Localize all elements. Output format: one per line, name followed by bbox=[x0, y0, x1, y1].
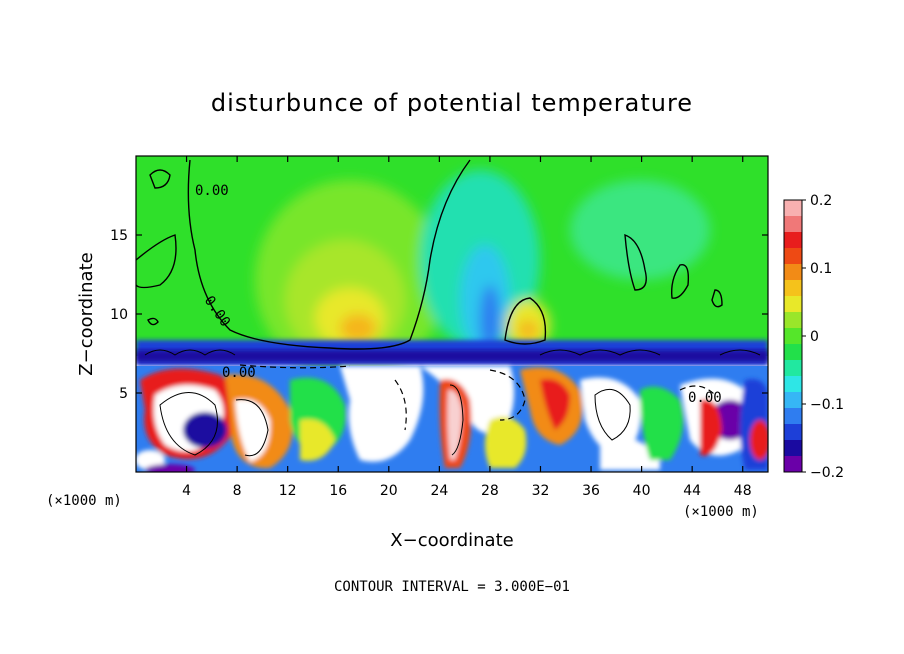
colorbar-swatch bbox=[784, 360, 802, 377]
x-tick-label: 4 bbox=[182, 483, 191, 499]
y-tick-label: 10 bbox=[110, 307, 128, 323]
x-tick-label: 16 bbox=[329, 483, 347, 499]
colorbar-swatch bbox=[784, 312, 802, 329]
contour-lines bbox=[136, 159, 723, 350]
y-axis-label: Z−coordinate bbox=[76, 252, 97, 375]
colorbar-swatch bbox=[784, 424, 802, 441]
colorbar-swatch bbox=[784, 200, 802, 217]
x-tick-label: 36 bbox=[582, 483, 600, 499]
x-tick-label: 20 bbox=[380, 483, 398, 499]
colorbar-swatch bbox=[784, 248, 802, 265]
colorbar-swatch bbox=[784, 264, 802, 281]
y-axis-ticks: 5 10 15 bbox=[110, 228, 768, 402]
colorbar-swatch bbox=[784, 456, 802, 473]
x-tick-label: 24 bbox=[430, 483, 448, 499]
x-tick-label: 12 bbox=[279, 483, 297, 499]
colorbar-tick-label: −0.2 bbox=[810, 465, 844, 481]
x-tick-label: 8 bbox=[233, 483, 242, 499]
colorbar-tick-label: 0 bbox=[810, 329, 819, 345]
colorbar-ticks: 0.2 0.1 0 −0.1 −0.2 bbox=[802, 193, 844, 481]
colorbar-swatch bbox=[784, 344, 802, 361]
colorbar-swatch bbox=[784, 392, 802, 409]
y-tick-label: 5 bbox=[119, 386, 128, 402]
contour-label: 0.00 bbox=[688, 390, 722, 406]
colorbar-swatch bbox=[784, 280, 802, 297]
heatmap-field: 0.00 0.00 0.00 0.00 bbox=[136, 156, 768, 472]
contour-lines-dashed bbox=[239, 364, 716, 431]
x-tick-label: 28 bbox=[481, 483, 499, 499]
x-axis-ticks: 4 8 12 16 20 24 28 32 36 40 44 48 bbox=[182, 156, 752, 499]
x-axis-label: X−coordinate bbox=[390, 530, 513, 551]
colorbar-swatch bbox=[784, 408, 802, 425]
colorbar-tick-label: −0.1 bbox=[810, 397, 844, 413]
colorbar-swatch bbox=[784, 232, 802, 249]
colorbar-swatch bbox=[784, 440, 802, 457]
chart-title: disturbunce of potential temperature bbox=[211, 89, 693, 117]
colorbar bbox=[783, 199, 803, 473]
x-tick-label: 44 bbox=[683, 483, 701, 499]
contour-interval-annotation: CONTOUR INTERVAL = 3.000E−01 bbox=[334, 579, 570, 595]
colorbar-swatch bbox=[784, 216, 802, 233]
x-tick-label: 48 bbox=[734, 483, 752, 499]
contour-label: 0.00 bbox=[222, 365, 256, 381]
y-tick-label: 15 bbox=[110, 228, 128, 244]
colorbar-swatch bbox=[784, 376, 802, 393]
x-tick-label: 32 bbox=[532, 483, 550, 499]
x-unit-label-right: (×1000 m) bbox=[683, 504, 759, 520]
colorbar-tick-label: 0.1 bbox=[810, 261, 832, 277]
contour-lines-lower bbox=[144, 349, 761, 457]
x-tick-label: 40 bbox=[633, 483, 651, 499]
contour-label: 0.00 bbox=[195, 183, 229, 199]
colorbar-swatch bbox=[784, 296, 802, 313]
colorbar-tick-label: 0.2 bbox=[810, 193, 832, 209]
x-unit-label-left: (×1000 m) bbox=[46, 493, 122, 509]
colorbar-swatch bbox=[784, 328, 802, 345]
